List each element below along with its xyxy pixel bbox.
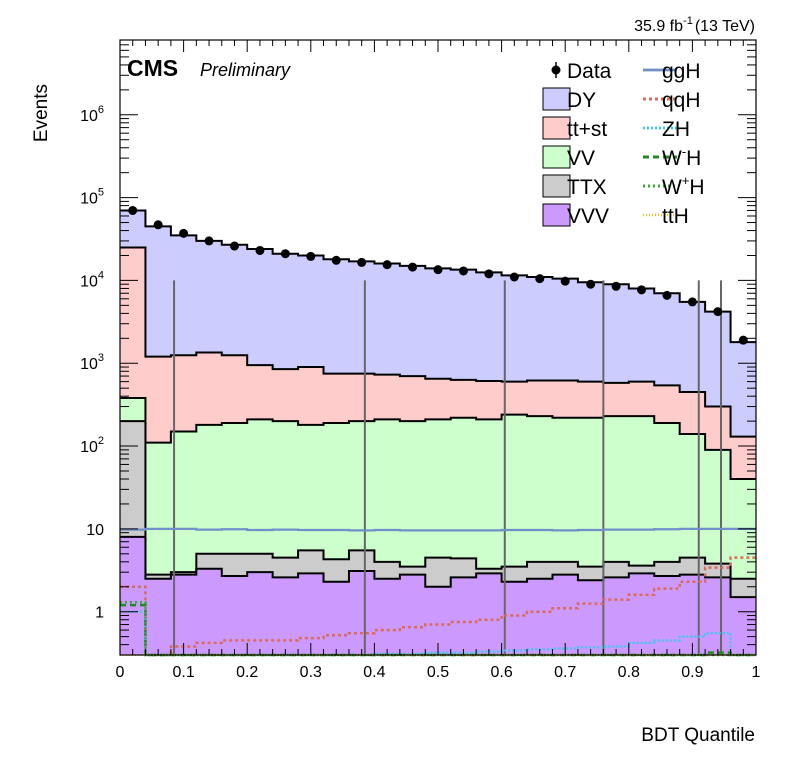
data-point — [204, 236, 214, 246]
x-tick-label: 0.9 — [681, 664, 703, 681]
y-tick-label: 105 — [80, 187, 104, 208]
data-point — [153, 220, 163, 230]
x-tick-label: 0.5 — [427, 664, 449, 681]
legend-label-ttx: TTX — [567, 176, 607, 199]
x-tick-label: 0.3 — [300, 664, 322, 681]
y-tick-label: 104 — [80, 269, 104, 290]
legend-label-wph: W+H — [662, 173, 705, 199]
legend-swatch-ttx — [542, 174, 571, 198]
x-tick-label: 0.6 — [490, 664, 512, 681]
lumi-text: 35.9 fb-1 (13 TeV) — [634, 15, 755, 35]
data-point — [179, 228, 189, 238]
data-point — [611, 281, 621, 291]
legend-label-vvv: VVV — [567, 205, 609, 228]
y-tick-label: 103 — [80, 352, 104, 373]
data-point — [306, 251, 316, 261]
x-tick-label: 0.2 — [236, 664, 258, 681]
data-point — [408, 262, 418, 272]
plot-area: 0 0.1 0.2 0.3 0.4 0.5 0.6 0.7 0.8 0.9 1 106 105 104 10… — [80, 39, 761, 681]
legend-label-ttst: tt+st — [567, 118, 607, 141]
y-tick-label: 1 — [95, 605, 104, 622]
y-axis-label: Events — [31, 84, 52, 142]
data-point — [560, 276, 570, 286]
x-tick-label: 1 — [752, 664, 761, 681]
legend-swatch-vvv — [542, 203, 571, 227]
legend-swatch-ttst — [542, 116, 571, 140]
y-tick-label: 10 — [86, 522, 104, 539]
legend-label-wmh: W-H — [662, 144, 701, 170]
legend-label-tth: ttH — [662, 205, 689, 228]
data-point — [229, 241, 239, 251]
data-point — [713, 307, 723, 317]
signal-qqh — [120, 556, 756, 657]
x-tick-label: 0.4 — [363, 664, 385, 681]
data-point — [331, 255, 341, 265]
x-tick-label: 0.8 — [618, 664, 640, 681]
data-point — [433, 265, 443, 275]
legend-label-qqh: qqH — [662, 89, 701, 112]
stack-outline-ttx — [120, 420, 756, 580]
data-point — [535, 274, 545, 284]
data-point — [738, 335, 748, 345]
data-point — [128, 205, 138, 215]
legend-swatch-dy — [542, 87, 571, 111]
legend-label-data: Data — [567, 60, 612, 83]
x-tick-label: 0 — [116, 664, 125, 681]
x-axis-label: BDT Quantile — [641, 725, 755, 746]
y-tick-label: 106 — [80, 104, 104, 125]
data-point — [484, 269, 494, 279]
legend-label-zh: ZH — [662, 118, 690, 141]
stack-outline-ttst — [120, 246, 756, 438]
stack-outline-vvv — [120, 535, 756, 599]
legend-label-vv: VV — [567, 147, 595, 170]
signal-ggh — [120, 527, 756, 532]
data-point — [357, 257, 367, 267]
legend-label-dy: DY — [567, 89, 596, 112]
data-point — [586, 279, 596, 289]
data-point — [637, 285, 647, 295]
data-point — [509, 272, 519, 282]
x-tick-label: 0.7 — [554, 664, 576, 681]
data-point — [662, 290, 672, 300]
data-point — [687, 297, 697, 307]
preliminary-label: Preliminary — [200, 60, 291, 80]
legend: Data DY tt+st VV TTX VVV ggH qqH ZH W-H W+H ttH — [542, 60, 705, 228]
x-tick-label: 0.1 — [172, 664, 194, 681]
legend-label-ggh: ggH — [662, 60, 701, 83]
stack-outline-vv — [120, 397, 756, 481]
data-point — [458, 266, 468, 276]
stack-fill-vvv — [120, 536, 756, 655]
legend-swatch-vv — [542, 145, 571, 169]
data-point — [280, 249, 290, 259]
data-point — [255, 245, 265, 255]
data-point — [382, 260, 392, 270]
y-tick-label: 102 — [80, 435, 104, 456]
cms-label: CMS — [127, 55, 178, 81]
